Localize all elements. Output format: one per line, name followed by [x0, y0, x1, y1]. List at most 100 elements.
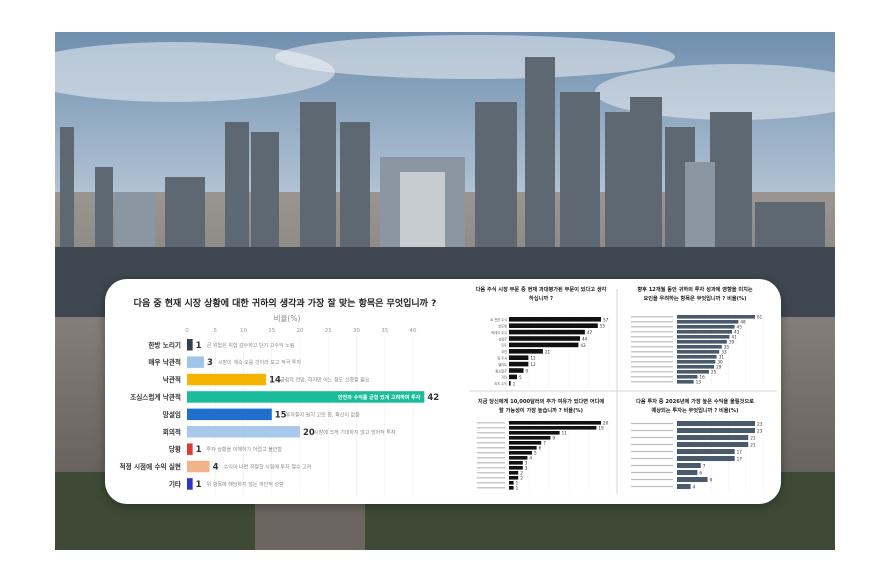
value-label: 3	[207, 358, 213, 368]
mini-bar	[677, 428, 755, 434]
mini-value-label: 43	[734, 329, 740, 334]
mini-bar	[509, 456, 528, 460]
mini-category-label	[477, 432, 505, 434]
mini-category-label	[631, 331, 673, 333]
mini-bar	[509, 329, 585, 335]
mini-bar	[677, 340, 727, 344]
tick-label: 5	[214, 328, 218, 334]
mini-value-label: 1	[516, 480, 519, 485]
mini-value-label: 9	[526, 369, 529, 374]
mini-bar	[509, 451, 532, 455]
mini-category-label	[631, 336, 673, 338]
mini-category-label	[477, 452, 505, 454]
bar-annotation: 긍정적 전망, 하지만 어느 정도 신중할 필요	[280, 377, 370, 384]
bar	[187, 356, 204, 368]
mini-bar	[509, 426, 597, 430]
mini-category-label: 엘리트	[498, 362, 507, 367]
bar	[187, 391, 425, 403]
bar-row: 회의적 20 시장에 크게 기대하지 않고 방어적 투자	[163, 426, 396, 438]
category-label: 낙관적	[163, 375, 181, 384]
category-label: 당황	[169, 445, 181, 454]
mini-value-label: 23	[757, 422, 763, 427]
mini-bar	[509, 342, 579, 348]
mini-bar	[677, 320, 739, 324]
bar-row: 적정 시점에 수익 실현 4 수익이 나면 적절한 시점에 투자 철수 고려	[120, 460, 311, 473]
mini-bar	[509, 436, 551, 440]
mini-bar	[677, 335, 730, 339]
mini-bar	[509, 471, 519, 475]
mini-category-label	[477, 422, 505, 424]
bar-row: 조심스럽게 낙관적 42 안전과 수익률 균형 있게 고려하며 투자	[130, 391, 439, 403]
mini-value-label: 48	[740, 319, 746, 324]
tick-label: 40	[410, 328, 417, 334]
mini-category-label: 빅테크 주식	[491, 330, 507, 335]
category-label: 조심스럽게 낙관적	[130, 392, 181, 401]
mini-category-label	[477, 467, 505, 469]
mini-value-label: 55	[600, 324, 606, 329]
mini-category-label	[477, 442, 505, 444]
mini-chart-title: 다음 주식 시장 부문 중 현재 과대평가된 부문이 있다고 생각	[476, 285, 607, 293]
mini-category-label: 리츠 수익	[494, 381, 507, 386]
mini-bar	[509, 349, 543, 354]
mini-bar	[509, 361, 529, 367]
mini-category-label: 반도체	[498, 324, 507, 329]
bar	[187, 426, 301, 438]
mini-value-label: 5	[534, 450, 537, 455]
mini-bar	[509, 466, 523, 470]
mini-bar	[509, 374, 518, 380]
mini-bar	[677, 345, 722, 349]
mini-value-label: 33	[721, 349, 727, 354]
mini-category-label	[631, 450, 673, 453]
mini-category-label	[631, 471, 673, 474]
mini-value-label: 1	[513, 381, 516, 386]
tick-label: 15	[268, 328, 275, 334]
tick-label: 35	[381, 328, 388, 334]
mini-value-label: 4	[693, 485, 696, 490]
mini-chart-title: 지금 당신에게 10,000달러의 추가 여유가 있다면 어디에	[478, 397, 605, 405]
mini-category-label: 코인	[501, 349, 507, 354]
bar	[187, 478, 193, 490]
value-label: 1	[196, 445, 202, 455]
mini-category-label	[477, 472, 505, 474]
mini-category-label	[631, 381, 673, 383]
main-chart-title: 다음 중 현재 시장 상황에 대한 귀하의 생각과 가장 잘 맞는 항목은 무엇…	[134, 297, 437, 309]
mini-category-label	[477, 447, 505, 449]
mini-bar	[509, 336, 581, 341]
mini-value-label: 3	[525, 465, 528, 470]
category-label: 회의적	[163, 427, 181, 436]
mini-value-label: 17	[737, 457, 743, 462]
value-label: 1	[196, 341, 202, 351]
mini-category-label	[631, 376, 673, 378]
mini-category-label	[631, 321, 673, 323]
bar-annotation: 투자할지 말지 고민 중, 확신이 없음	[286, 411, 360, 418]
mini-value-label: 7	[543, 440, 546, 445]
mini-category-label	[631, 443, 673, 446]
mini-value-label: 9	[710, 478, 713, 483]
mini-bar	[509, 421, 601, 425]
mini-bar	[509, 368, 524, 373]
mini-value-label: 16	[699, 374, 705, 379]
bar-row: 매우 낙관적 3 시장이 계속 오를 것이라 보고 적극 투자	[148, 356, 301, 368]
mini-category-label	[477, 477, 505, 479]
category-label: 매우 낙관적	[148, 358, 181, 367]
mini-bar	[509, 317, 601, 322]
mini-bar	[509, 481, 514, 485]
mini-chart-title: 하십니까 ?	[529, 294, 553, 302]
bar	[187, 339, 193, 351]
bar-row: 망설임 15 투자할지 말지 고민 중, 확신이 없음	[163, 408, 360, 420]
mini-value-label: 41	[731, 334, 737, 339]
mini-value-label: 45	[737, 324, 743, 329]
mini-chart-title: 할 가능성이 가장 높습니까 ? 비율(%)	[499, 406, 583, 414]
mini-value-label: 13	[696, 379, 702, 384]
mini-value-label: 30	[717, 359, 723, 364]
mini-category-label	[477, 482, 505, 484]
mini-value-label: 6	[539, 445, 542, 450]
bar-row: 한방 노리기 1 큰 위험은 위험 감수하고 단기 고수익 노림	[148, 339, 294, 351]
bar-annotation: 시장에 크게 기대하지 않고 방어적 투자	[314, 429, 396, 436]
mini-category-label	[477, 462, 505, 464]
mini-bar	[509, 486, 514, 490]
mini-category-label	[631, 326, 673, 328]
tick-label: 10	[240, 328, 247, 334]
value-label: 4	[213, 463, 219, 473]
